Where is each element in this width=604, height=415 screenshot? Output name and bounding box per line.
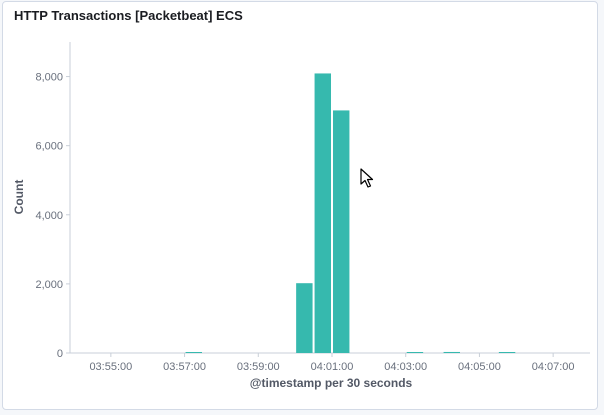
y-tick-label: 2,000	[35, 279, 63, 291]
x-tick-label: 04:05:00	[458, 361, 501, 373]
x-tick-label: 04:03:00	[384, 361, 427, 373]
x-tick-label: 03:57:00	[163, 361, 206, 373]
x-tick-label: 04:07:00	[532, 361, 575, 373]
bar[interactable]	[314, 73, 331, 353]
x-tick-label: 03:55:00	[89, 361, 132, 373]
y-tick-label: 0	[57, 348, 63, 360]
bars	[185, 73, 516, 353]
bar[interactable]	[296, 283, 313, 353]
y-tick-label: 6,000	[35, 141, 63, 153]
bar[interactable]	[406, 352, 424, 353]
x-axis-title: @timestamp per 30 seconds	[250, 376, 413, 390]
bar[interactable]	[185, 352, 202, 353]
x-tick-label: 03:59:00	[237, 361, 280, 373]
mouse-cursor-icon	[360, 168, 374, 188]
x-axis: 03:55:00 03:57:00 03:59:00 04:01:00 04:03:00…	[70, 352, 590, 373]
y-tick-label: 8,000	[35, 72, 63, 84]
bar[interactable]	[333, 110, 350, 353]
bar[interactable]	[443, 351, 460, 353]
y-axis-title: Count	[12, 180, 26, 215]
panel-title: HTTP Transactions [Packetbeat] ECS	[14, 8, 243, 23]
y-axis: 0 2,000 4,000 6,000 8,000	[35, 42, 71, 360]
bar[interactable]	[498, 352, 516, 353]
y-tick-label: 4,000	[35, 210, 63, 222]
x-tick-label: 04:01:00	[311, 361, 354, 373]
